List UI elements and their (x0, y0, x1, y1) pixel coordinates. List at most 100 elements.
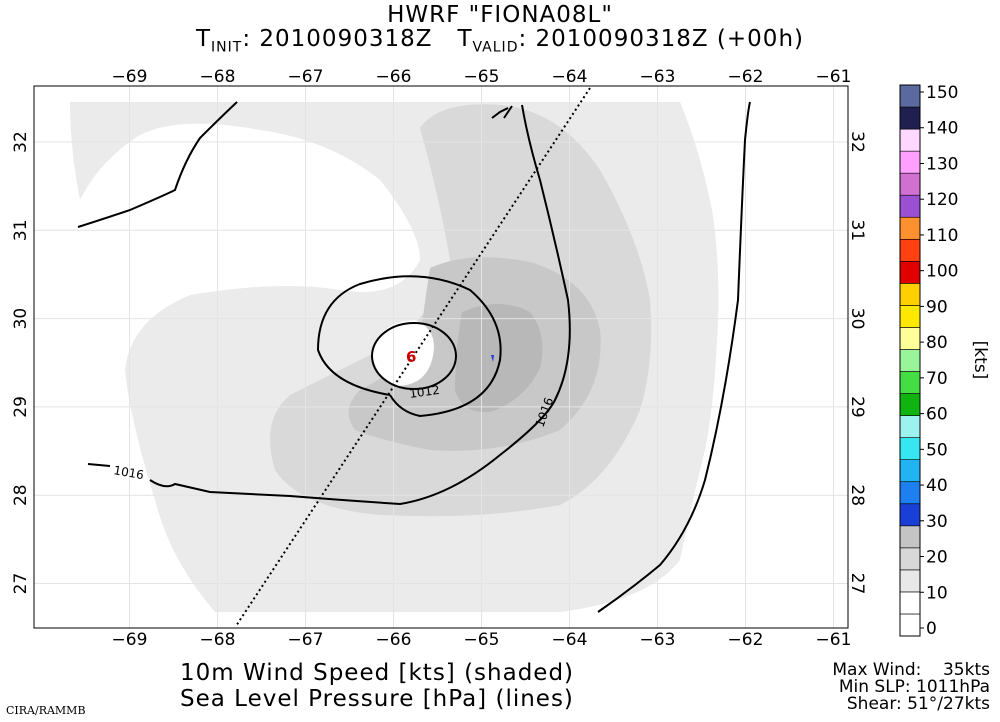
colorbar-unit-label: [kts] (970, 341, 990, 380)
lon-tick-label: −61 (816, 630, 852, 650)
lon-tick-label: −69 (112, 67, 148, 87)
colorbar-swatch (899, 150, 921, 174)
lat-tick-label: 31 (847, 219, 867, 241)
lon-tick-label: −65 (464, 67, 500, 87)
colorbar-swatch (899, 525, 921, 549)
isobar-1016-center (87, 104, 571, 506)
colorbar-level-label: 80 (926, 333, 948, 353)
chart-time-line: TINIT: 2010090318Z TVALID: 2010090318Z (… (0, 26, 1000, 56)
lat-tick-label: 28 (11, 484, 31, 506)
colorbar-swatch (899, 393, 921, 416)
colorbar-swatch (899, 106, 921, 130)
blue-wind-spot (491, 355, 494, 362)
lon-tick-label: −67 (288, 630, 324, 650)
colorbar-swatch (899, 261, 921, 284)
colorbar: 0 10 20 30 40 50 60 70 80 90 100 110 120 130 140 150 (899, 83, 958, 639)
lon-ticks-bottom: −69 −68 −67 −66 −65 −64 −63 −62 −61 (112, 630, 852, 650)
lon-tick-label: −65 (464, 630, 500, 650)
t-valid-sub: VALID (472, 39, 519, 56)
storm-stats: Max Wind: 35kts Min SLP: 1011hPa Shear: … (832, 660, 990, 714)
colorbar-swatch (899, 238, 921, 262)
colorbar-swatch (899, 503, 921, 527)
colorbar-swatch (899, 172, 921, 196)
lon-tick-label: −63 (640, 630, 676, 650)
credit-label: CIRA/RAMMB (6, 704, 86, 717)
t-valid-value: : 2010090318Z (+00h) (518, 26, 804, 52)
colorbar-swatch (899, 547, 921, 571)
footer-line2: Sea Level Pressure [hPa] (lines) (180, 686, 574, 712)
t-init-label: T (195, 26, 212, 52)
colorbar-swatch (899, 569, 921, 593)
colorbar-swatch (899, 613, 921, 637)
colorbar-swatch (899, 481, 921, 505)
colorbar-level-label: 100 (926, 262, 958, 282)
colorbar-level-label: 60 (926, 405, 948, 425)
lon-tick-label: −68 (200, 630, 236, 650)
colorbar-swatch (899, 84, 921, 108)
colorbar-swatch (899, 349, 921, 372)
colorbar-swatch (899, 216, 921, 240)
colorbar-swatch (899, 459, 921, 483)
t-init-sub: INIT (211, 39, 243, 56)
colorbar-level-label: 150 (926, 83, 958, 103)
lon-tick-label: −62 (728, 67, 764, 87)
isobar-1016-east (597, 101, 751, 613)
colorbar-swatch (899, 437, 921, 460)
calm-eye (372, 320, 434, 386)
colorbar-swatch (899, 371, 921, 394)
colorbar-swatch (899, 283, 921, 306)
wind-shade-darkest (455, 304, 543, 413)
t-init-value: : 2010090318Z (242, 26, 433, 52)
lat-ticks-left: 27 28 29 30 31 32 (11, 131, 31, 594)
isobar-1012-outer (316, 275, 502, 418)
lat-tick-label: 31 (11, 219, 31, 241)
lat-tick-label: 29 (11, 396, 31, 418)
colorbar-level-label: 50 (926, 440, 948, 460)
colorbar-level-label: 120 (926, 190, 958, 210)
colorbar-swatch (899, 194, 921, 218)
lat-tick-label: 30 (11, 308, 31, 330)
colorbar-level-label: 20 (926, 548, 948, 568)
lon-tick-label: −61 (816, 67, 852, 87)
colorbar-swatch (899, 415, 921, 438)
footer-line1: 10m Wind Speed [kts] (shaded) (180, 660, 575, 686)
colorbar-level-label: 30 (926, 512, 948, 532)
lon-tick-label: −64 (552, 630, 588, 650)
colorbar-level-label: 110 (926, 226, 958, 246)
lat-ticks-right: 27 28 29 30 31 32 (847, 131, 867, 594)
colorbar-frame (899, 84, 921, 637)
colorbar-level-label: 70 (926, 369, 948, 389)
lat-tick-label: 30 (847, 308, 867, 330)
colorbar-level-label: 140 (926, 119, 958, 139)
colorbar-level-label: 10 (926, 583, 948, 603)
lon-ticks-top: −69 −68 −67 −66 −65 −64 −63 −62 −61 (112, 67, 852, 87)
lon-tick-label: −69 (112, 630, 148, 650)
colorbar-swatch (899, 591, 921, 615)
lat-tick-label: 27 (847, 573, 867, 595)
colorbar-level-label: 90 (926, 297, 948, 317)
lon-tick-label: −62 (728, 630, 764, 650)
colorbar-level-label: 40 (926, 476, 948, 496)
colorbar-swatch (899, 305, 921, 328)
colorbar-level-label: 0 (926, 619, 937, 639)
isobar-label-1016-west: 1016 (112, 463, 145, 482)
lon-tick-label: −63 (640, 67, 676, 87)
isobar-1012-inner (371, 322, 457, 390)
t-valid-label: T (457, 26, 473, 52)
isobar-label-1012: 1012 (408, 383, 440, 401)
lon-tick-label: −64 (552, 67, 588, 87)
map-grid (34, 86, 848, 628)
isobar-lines (77, 101, 751, 613)
lon-tick-label: −66 (376, 630, 412, 650)
lat-tick-label: 29 (847, 396, 867, 418)
storm-center-marker: 6 (406, 348, 416, 366)
isobar-fragment (491, 105, 513, 119)
shear-track-line (235, 87, 591, 627)
colorbar-swatch (899, 327, 921, 350)
lat-tick-label: 28 (847, 484, 867, 506)
lat-tick-label: 32 (847, 131, 867, 153)
lon-tick-label: −66 (376, 67, 412, 87)
lat-tick-label: 32 (11, 131, 31, 153)
colorbar-swatch (899, 128, 921, 152)
